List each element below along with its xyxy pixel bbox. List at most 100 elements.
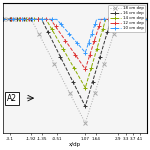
14 cm dep [90,67,92,69]
18 cm dep [77,107,78,109]
16 cm dep [78,93,80,95]
18 cm dep [103,63,105,65]
16 cm dep [66,68,68,70]
16 cm dep [41,18,42,20]
18 cm dep [142,18,144,20]
14 cm dep [117,18,118,20]
16 cm dep [34,18,35,20]
12 cm dep [6,18,8,20]
12 cm dep [113,18,115,20]
12 cm dep [45,18,47,20]
14 cm dep [84,87,86,89]
10 cm dep [146,18,148,20]
18 cm dep [146,18,148,20]
12 cm dep [32,18,34,20]
12 cm dep [84,68,86,70]
16 cm dep [106,31,108,33]
Line: 16 cm dep: 16 cm dep [1,18,149,108]
16 cm dep [141,18,143,20]
10 cm dep [12,18,13,20]
16 cm dep [53,43,55,45]
12 cm dep [80,61,81,63]
18 cm dep [15,18,17,20]
16 cm dep [115,18,117,20]
10 cm dep [132,18,134,20]
14 cm dep [56,38,58,40]
12 cm dep [70,47,71,49]
16 cm dep [146,18,148,20]
12 cm dep [146,18,148,20]
10 cm dep [139,18,141,20]
14 cm dep [87,77,89,79]
16 cm dep [110,18,112,20]
14 cm dep [140,18,142,20]
16 cm dep [121,18,122,20]
12 cm dep [127,18,128,20]
Line: 10 cm dep: 10 cm dep [1,18,149,54]
16 cm dep [126,18,127,20]
18 cm dep [10,18,11,20]
18 cm dep [30,18,32,20]
12 cm dep [50,18,52,20]
10 cm dep [17,18,18,20]
10 cm dep [91,33,93,35]
14 cm dep [62,48,64,50]
12 cm dep [98,26,100,27]
16 cm dep [47,31,49,33]
16 cm dep [20,18,21,20]
10 cm dep [89,37,91,39]
Line: 14 cm dep: 14 cm dep [1,18,149,89]
14 cm dep [10,18,12,20]
16 cm dep [30,18,32,20]
14 cm dep [41,18,43,20]
14 cm dep [45,18,47,20]
10 cm dep [110,18,112,20]
10 cm dep [125,18,126,20]
14 cm dep [111,18,112,20]
12 cm dep [93,40,95,42]
10 cm dep [86,47,88,49]
18 cm dep [12,18,14,20]
14 cm dep [134,18,136,20]
14 cm dep [22,18,23,20]
10 cm dep [72,37,74,39]
18 cm dep [138,18,140,20]
16 cm dep [12,18,14,20]
16 cm dep [131,18,133,20]
16 cm dep [37,18,39,20]
14 cm dep [123,18,124,20]
14 cm dep [73,67,75,69]
18 cm dep [134,18,136,20]
18 cm dep [20,18,22,20]
18 cm dep [108,48,110,50]
12 cm dep [11,18,12,20]
18 cm dep [61,78,63,80]
10 cm dep [60,23,62,25]
10 cm dep [36,18,38,20]
12 cm dep [19,18,21,20]
10 cm dep [56,18,58,20]
16 cm dep [99,56,101,58]
18 cm dep [38,33,40,35]
16 cm dep [103,43,105,45]
10 cm dep [80,47,82,49]
14 cm dep [26,18,27,20]
18 cm dep [84,122,86,124]
18 cm dep [89,107,91,109]
16 cm dep [92,81,94,82]
12 cm dep [2,18,4,20]
14 cm dep [79,77,81,79]
16 cm dep [27,18,28,20]
14 cm dep [96,48,98,50]
12 cm dep [65,40,66,42]
18 cm dep [46,48,48,50]
Text: A2: A2 [7,94,17,103]
12 cm dep [15,18,17,20]
14 cm dep [146,18,148,20]
12 cm dep [55,26,57,27]
16 cm dep [72,81,74,82]
18 cm dep [117,18,119,20]
10 cm dep [7,18,9,20]
16 cm dep [16,18,18,20]
12 cm dep [28,18,30,20]
